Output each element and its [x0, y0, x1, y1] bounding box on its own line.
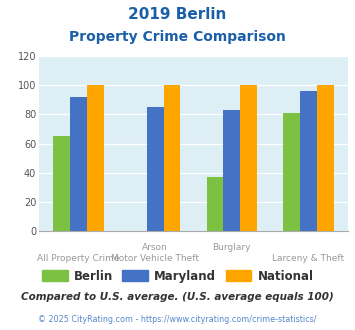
Text: All Property Crime: All Property Crime	[37, 254, 120, 263]
Bar	[317, 85, 334, 231]
Text: Compared to U.S. average. (U.S. average equals 100): Compared to U.S. average. (U.S. average …	[21, 292, 334, 302]
Bar	[223, 110, 240, 231]
Text: © 2025 CityRating.com - https://www.cityrating.com/crime-statistics/: © 2025 CityRating.com - https://www.city…	[38, 315, 317, 324]
Bar	[164, 85, 180, 231]
Bar	[70, 97, 87, 231]
Bar	[283, 113, 300, 231]
Bar	[147, 107, 164, 231]
Text: Motor Vehicle Theft: Motor Vehicle Theft	[111, 254, 199, 263]
Bar	[207, 177, 223, 231]
Bar	[87, 85, 104, 231]
Text: Larceny & Theft: Larceny & Theft	[273, 254, 345, 263]
Bar	[53, 136, 70, 231]
Text: Arson: Arson	[142, 243, 168, 252]
Text: 2019 Berlin: 2019 Berlin	[128, 7, 227, 21]
Bar	[240, 85, 257, 231]
Legend: Berlin, Maryland, National: Berlin, Maryland, National	[37, 265, 318, 287]
Bar	[300, 91, 317, 231]
Text: Burglary: Burglary	[213, 243, 251, 252]
Text: Property Crime Comparison: Property Crime Comparison	[69, 30, 286, 44]
